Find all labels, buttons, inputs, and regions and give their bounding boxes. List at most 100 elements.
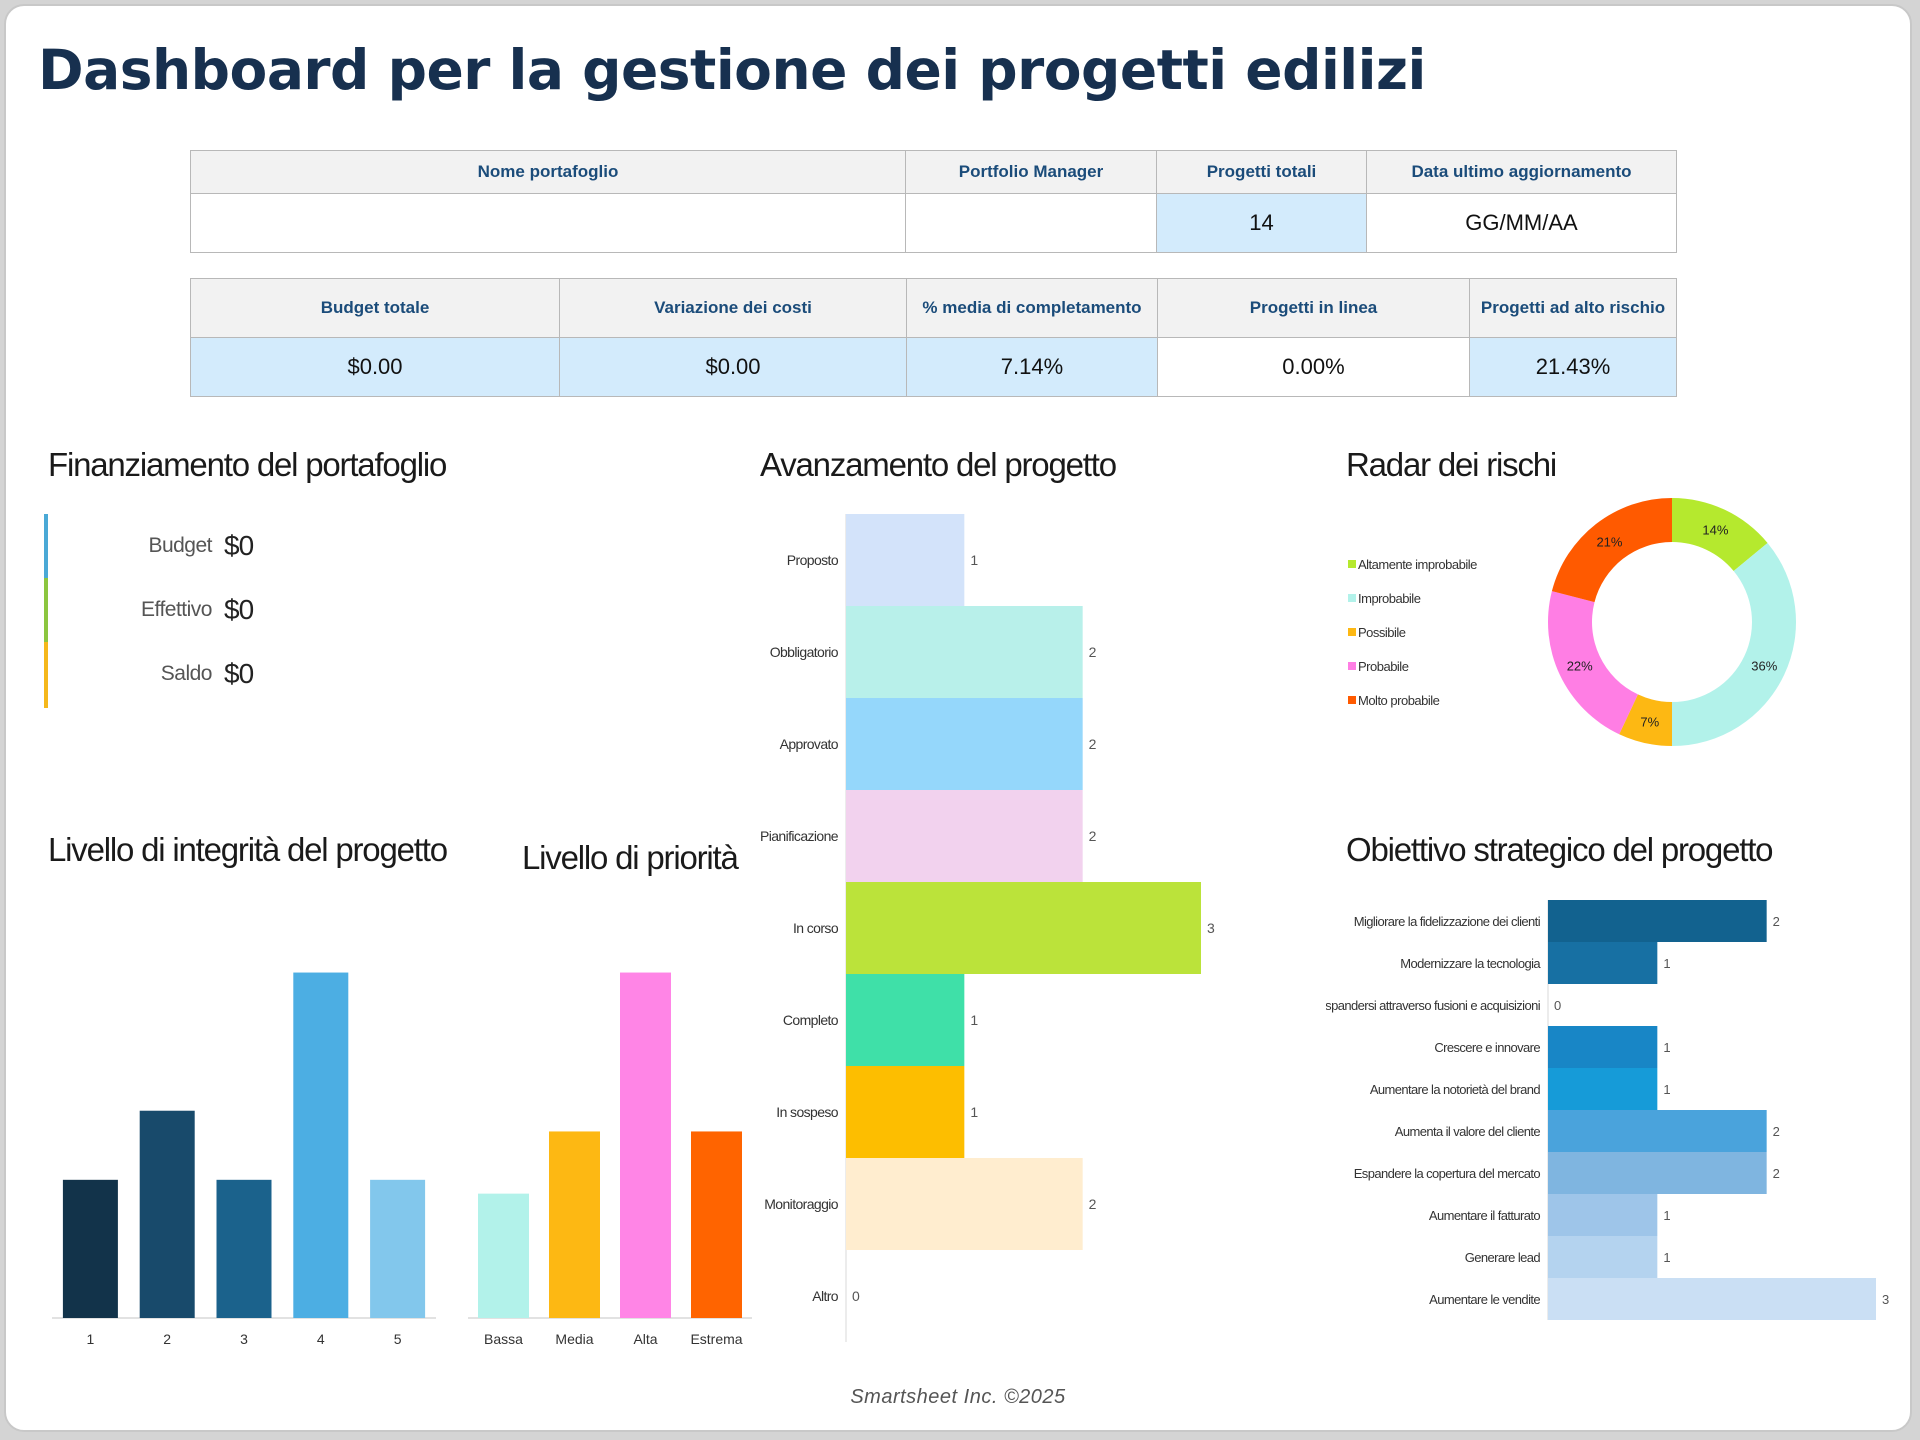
funding-widget: Budget $0 Effettivo $0 Saldo $0: [44, 514, 344, 708]
portfolio-name-cell[interactable]: [190, 193, 906, 253]
progress-bar: [846, 790, 1083, 882]
strategic-category-label: Generare lead: [1465, 1250, 1541, 1265]
risk-legend-swatch: [1348, 628, 1356, 636]
strategic-value-label: 1: [1663, 1040, 1670, 1055]
strategic-bar: [1548, 1068, 1658, 1110]
last-update-cell[interactable]: GG/MM/AA: [1366, 193, 1677, 253]
risk-legend-label: Improbabile: [1358, 591, 1421, 606]
strategic-value-label: 1: [1663, 1082, 1670, 1097]
portfolio-manager-cell[interactable]: [905, 193, 1157, 253]
budget-label: Budget: [148, 534, 212, 557]
strategic-category-label: Aumentare il fatturato: [1429, 1208, 1540, 1223]
progress-value-label: 2: [1089, 828, 1097, 844]
priority-bar: [620, 972, 671, 1318]
risk-chart: 14% 36% 7% 22% 21% Altamente improbabile Impro…: [1348, 498, 1796, 746]
progress-value-label: 1: [970, 552, 978, 568]
high-risk-header: Progetti ad alto rischio: [1469, 278, 1677, 338]
risk-chart-title: Radar dei rischi: [1346, 446, 1557, 483]
balance-label: Saldo: [160, 662, 213, 685]
funding-balance-row: Saldo $0: [44, 658, 254, 698]
cost-variance-cell: $0.00: [559, 337, 907, 397]
risk-slice: [1548, 591, 1638, 735]
strategic-bar: [1548, 1152, 1767, 1194]
progress-category-label: Proposto: [787, 552, 839, 568]
cost-variance-header: Variazione dei costi: [559, 278, 907, 338]
strategic-bar: [1548, 1194, 1658, 1236]
progress-bar: [846, 974, 965, 1066]
funding-actual-row: Effettivo $0: [44, 594, 254, 634]
actual-color-bar: [44, 578, 48, 642]
risk-slice-label: 21%: [1596, 534, 1622, 549]
strategic-bar: [1548, 1236, 1658, 1278]
risk-slice: [1551, 498, 1672, 603]
balance-value: $0: [224, 658, 254, 689]
strategic-value-label: 1: [1663, 1250, 1670, 1265]
strategic-value-label: 2: [1773, 914, 1780, 929]
total-budget-cell: $0.00: [190, 337, 560, 397]
portfolio-info-table: Nome portafoglio Portfolio Manager Proge…: [190, 150, 1677, 253]
total-projects-header: Progetti totali: [1156, 150, 1367, 194]
progress-chart-title: Avanzamento del progetto: [760, 446, 1117, 483]
strategic-chart: Migliorare la fidelizzazione dei clienti…: [1326, 900, 1889, 1320]
risk-legend-label: Possibile: [1358, 625, 1406, 640]
risk-slice-label: 14%: [1702, 523, 1728, 538]
progress-value-label: 2: [1089, 644, 1097, 660]
priority-category-label: Media: [555, 1331, 593, 1347]
total-budget-header: Budget totale: [190, 278, 560, 338]
priority-bar: [549, 1131, 600, 1318]
progress-bar: [846, 882, 1201, 974]
progress-category-label: Completo: [783, 1012, 839, 1028]
portfolio-name-header: Nome portafoglio: [190, 150, 906, 194]
progress-category-label: Obbligatorio: [770, 644, 839, 660]
funding-budget-row: Budget $0: [44, 530, 254, 570]
risk-slice-label: 22%: [1567, 658, 1593, 673]
strategic-category-label: Crescere e innovare: [1434, 1040, 1540, 1055]
priority-chart: Bassa Media Alta Estrema: [468, 972, 752, 1347]
progress-bar: [846, 1158, 1083, 1250]
integrity-category-label: 2: [163, 1331, 171, 1347]
actual-value: $0: [224, 594, 254, 625]
strategic-value-label: 1: [1663, 956, 1670, 971]
progress-value-label: 2: [1089, 736, 1097, 752]
priority-category-label: Estrema: [690, 1331, 742, 1347]
progress-value-label: 1: [970, 1104, 978, 1120]
progress-category-label: In sospeso: [776, 1104, 839, 1120]
integrity-bar: [216, 1179, 272, 1318]
strategic-category-label: Modernizzare la tecnologia: [1400, 956, 1541, 971]
risk-slice: [1672, 542, 1796, 746]
progress-value-label: 3: [1207, 920, 1215, 936]
risk-legend-swatch: [1348, 560, 1356, 568]
funding-title: Finanziamento del portafoglio: [48, 446, 447, 483]
strategic-category-label: Aumentare le vendite: [1429, 1292, 1540, 1307]
strategic-value-label: 3: [1882, 1292, 1889, 1307]
balance-color-bar: [44, 642, 48, 708]
strategic-bar: [1548, 1278, 1876, 1320]
risk-legend-label: Molto probabile: [1358, 693, 1440, 708]
page-title: Dashboard per la gestione dei progetti e…: [38, 38, 1426, 102]
risk-legend-swatch: [1348, 696, 1356, 704]
integrity-category-label: 3: [240, 1331, 248, 1347]
progress-category-label: Approvato: [780, 736, 839, 752]
integrity-bar: [139, 1110, 195, 1318]
integrity-chart-title: Livello di integrità del progetto: [48, 831, 448, 868]
progress-chart: Proposto 1 Obbligatorio 2 Approvato 2 Pianific…: [760, 514, 1215, 1342]
progress-category-label: In corso: [793, 920, 839, 936]
progress-category-label: Monitoraggio: [764, 1196, 839, 1212]
strategic-value-label: 1: [1663, 1208, 1670, 1223]
budget-value: $0: [224, 530, 254, 561]
strategic-chart-title: Obiettivo strategico del progetto: [1346, 831, 1774, 868]
priority-category-label: Bassa: [484, 1331, 523, 1347]
total-projects-cell: 14: [1156, 193, 1367, 253]
actual-label: Effettivo: [141, 598, 213, 621]
dashboard-frame: Dashboard per la gestione dei progetti e…: [4, 4, 1912, 1432]
integrity-bar: [293, 972, 349, 1318]
avg-completion-header: % media di completamento: [906, 278, 1158, 338]
strategic-value-label: 0: [1554, 998, 1561, 1013]
integrity-category-label: 5: [394, 1331, 402, 1347]
priority-category-label: Alta: [633, 1331, 657, 1347]
strategic-category-label: Espandersi attraverso fusioni e acquisiz…: [1326, 998, 1541, 1013]
last-update-header: Data ultimo aggiornamento: [1366, 150, 1677, 194]
on-track-header: Progetti in linea: [1157, 278, 1470, 338]
progress-category-label: Pianificazione: [760, 828, 839, 844]
strategic-category-label: Espandere la copertura del mercato: [1354, 1166, 1541, 1181]
